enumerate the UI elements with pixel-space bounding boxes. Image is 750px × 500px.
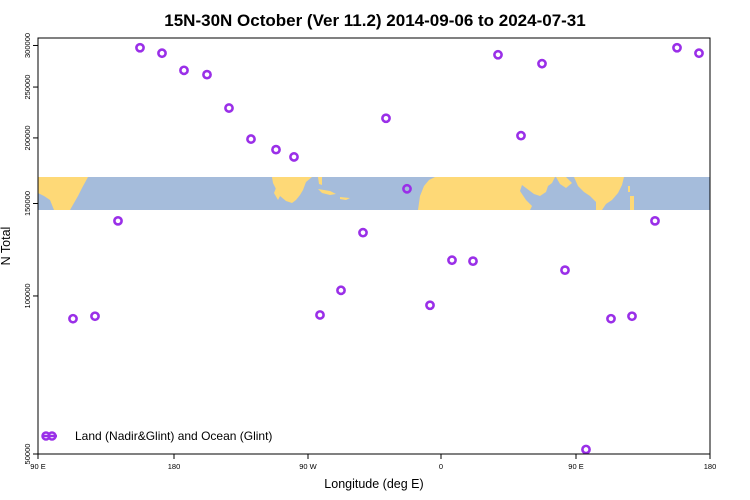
land-africa-arabia <box>418 177 555 210</box>
land-taiwan <box>628 186 630 192</box>
x-tick-label: 0 <box>439 462 443 471</box>
land-hispaniola <box>340 197 350 200</box>
land-cuba <box>318 189 336 195</box>
legend-label: Land (Nadir&Glint) and Ocean (Glint) <box>75 429 272 443</box>
land-arabia-east <box>556 177 572 188</box>
data-point <box>358 227 368 238</box>
data-point <box>90 311 100 322</box>
data-point <box>315 310 325 320</box>
land-baja <box>274 188 280 200</box>
y-tick-label: 250000 <box>23 75 32 100</box>
land-india-west <box>60 202 72 210</box>
data-point <box>113 215 123 226</box>
data-points <box>68 42 704 455</box>
x-tick-label: 90 W <box>299 462 317 471</box>
land-asia <box>574 177 624 210</box>
land-india <box>38 177 88 210</box>
data-point <box>157 48 167 59</box>
world-map-band <box>38 177 710 210</box>
data-point <box>402 183 412 194</box>
data-point <box>606 313 616 324</box>
y-axis: 50000 100000 150000 200000 250000 300000 <box>23 33 38 464</box>
data-point <box>336 285 346 296</box>
data-point <box>224 103 234 113</box>
x-tick-label: 180 <box>168 462 181 471</box>
chart-title: 15N-30N October (Ver 11.2) 2014-09-06 to… <box>164 11 585 30</box>
y-tick-label: 100000 <box>23 283 32 308</box>
data-point <box>202 69 212 80</box>
data-point <box>246 134 256 144</box>
data-point <box>289 152 299 162</box>
y-tick-label: 150000 <box>23 191 32 216</box>
data-point <box>271 144 281 155</box>
land-mexico <box>272 177 312 203</box>
legend-marker <box>47 431 57 441</box>
data-point <box>581 444 591 455</box>
data-point <box>179 65 189 76</box>
land-masses <box>38 177 634 210</box>
x-tick-label: 180 <box>704 462 717 471</box>
y-tick-label: 200000 <box>23 125 32 150</box>
land-philippines <box>630 196 634 210</box>
land-florida <box>318 177 322 185</box>
legend: Land (Nadir&Glint) and Ocean (Glint) <box>41 429 272 443</box>
data-point <box>447 255 457 266</box>
x-axis: 90 E 180 90 W 0 90 E 180 <box>30 454 716 471</box>
y-axis-title: N Total <box>0 227 13 266</box>
y-tick-label: 50000 <box>23 444 32 465</box>
data-point <box>516 130 526 141</box>
x-tick-label: 90 E <box>568 462 583 471</box>
data-point <box>560 265 570 276</box>
data-point <box>537 58 547 69</box>
data-point <box>650 215 660 226</box>
plot-frame <box>37 37 711 455</box>
data-point <box>381 113 391 124</box>
data-point <box>135 42 145 53</box>
x-tick-label: 90 E <box>30 462 45 471</box>
data-point <box>694 48 704 59</box>
data-point <box>627 311 637 322</box>
data-point <box>468 256 478 267</box>
data-point <box>425 300 435 311</box>
y-tick-label: 300000 <box>23 33 32 58</box>
data-point <box>672 42 682 53</box>
data-point <box>68 313 78 324</box>
data-point <box>493 49 503 60</box>
x-axis-title: Longitude (deg E) <box>324 477 423 491</box>
